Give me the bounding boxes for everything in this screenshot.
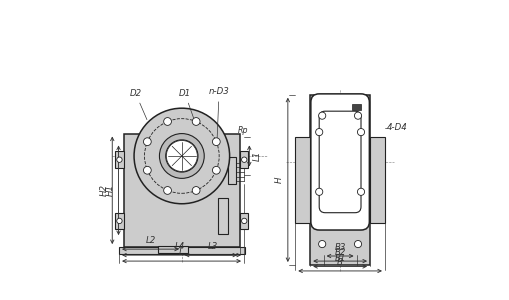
Circle shape: [165, 140, 197, 172]
Bar: [369, 136, 384, 223]
Text: B1: B1: [334, 254, 345, 262]
Text: H: H: [274, 177, 284, 183]
Circle shape: [354, 112, 361, 119]
Bar: [115, 152, 123, 168]
Circle shape: [192, 118, 200, 125]
Text: B: B: [336, 258, 343, 267]
Text: Rp: Rp: [237, 126, 247, 135]
Circle shape: [357, 128, 364, 136]
Text: H2: H2: [99, 184, 108, 196]
Text: B2: B2: [334, 248, 345, 257]
Circle shape: [166, 140, 197, 172]
Circle shape: [315, 128, 322, 136]
Circle shape: [143, 138, 151, 146]
Circle shape: [163, 187, 171, 194]
Bar: [309, 95, 369, 265]
Circle shape: [354, 241, 361, 248]
Circle shape: [212, 167, 220, 174]
Circle shape: [163, 118, 171, 125]
Text: L2: L2: [145, 236, 155, 245]
Bar: [295, 136, 309, 223]
Text: L1: L1: [252, 151, 262, 161]
Circle shape: [159, 134, 204, 178]
Bar: [119, 247, 244, 253]
Bar: [115, 213, 123, 229]
Circle shape: [212, 138, 220, 146]
Bar: [217, 198, 228, 234]
Circle shape: [241, 218, 246, 224]
Circle shape: [192, 187, 200, 194]
Text: L4: L4: [174, 242, 184, 251]
Text: L3: L3: [207, 242, 217, 251]
Bar: [240, 213, 248, 229]
Text: D1: D1: [179, 89, 193, 118]
Bar: [351, 104, 360, 110]
Circle shape: [117, 157, 122, 162]
Text: H1: H1: [105, 184, 115, 196]
Text: D2: D2: [129, 89, 147, 120]
Text: B3: B3: [334, 243, 345, 252]
Circle shape: [318, 241, 325, 248]
Text: 4-D4: 4-D4: [386, 123, 407, 132]
Circle shape: [241, 157, 246, 162]
Bar: [123, 134, 240, 247]
Text: L: L: [179, 248, 184, 257]
Circle shape: [318, 112, 325, 119]
Bar: [158, 247, 187, 253]
Text: n-D3: n-D3: [208, 87, 229, 140]
FancyBboxPatch shape: [319, 111, 360, 213]
FancyBboxPatch shape: [310, 94, 369, 230]
Circle shape: [134, 108, 229, 204]
Bar: [228, 158, 236, 184]
Circle shape: [117, 218, 122, 224]
Bar: [240, 152, 248, 168]
Circle shape: [315, 188, 322, 195]
Circle shape: [143, 167, 151, 174]
Circle shape: [357, 188, 364, 195]
